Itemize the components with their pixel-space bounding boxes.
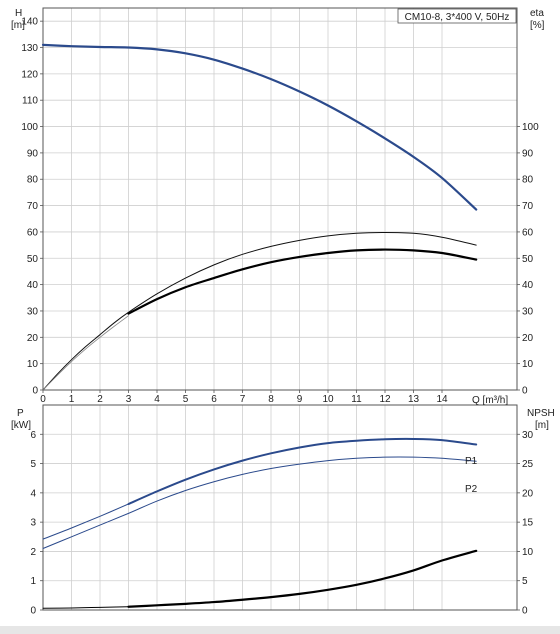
x-tick-label: 6	[211, 394, 217, 405]
upper-grid	[43, 8, 517, 390]
upper-tick-labels: 0 1 2 3 4 5 6 7 8 9 10 11 12 13 1401020304050607080901…	[21, 17, 539, 405]
y-right-label-upper: eta	[530, 8, 544, 19]
upper-y-left-tick-label: 40	[27, 280, 39, 291]
series-label-p2: P2	[465, 484, 478, 495]
upper-y-left-tick-label: 90	[27, 148, 39, 159]
lower-series-line-4	[127, 549, 478, 608]
upper-y-right-tick-label: 70	[522, 201, 534, 212]
title-box	[397, 8, 517, 24]
x-tick-label: 2	[97, 394, 103, 405]
upper-series-line-2	[42, 315, 129, 391]
x-tick-label: 14	[436, 394, 448, 405]
lower-series-line-1	[42, 503, 129, 540]
upper-series-line-0	[41, 43, 478, 211]
upper-y-left-tick-label: 20	[27, 333, 39, 344]
upper-y-left-tick-label: 70	[27, 201, 39, 212]
upper-y-left-tick-label: 140	[21, 17, 38, 28]
upper-y-right-tick-label: 100	[522, 122, 539, 133]
upper-y-left-tick-label: 0	[32, 386, 38, 397]
lower-y-right-tick-label: 0	[522, 606, 528, 617]
upper-y-right-tick-label: 20	[522, 333, 534, 344]
upper-y-left-tick-label: 120	[21, 69, 38, 80]
series-label-p1: P1	[465, 456, 478, 467]
lower-series-line-2	[42, 456, 477, 549]
lower-series	[42, 437, 478, 609]
upper-y-right-tick-label: 90	[522, 148, 534, 159]
upper-y-left-tick-label: 50	[27, 254, 39, 265]
x-tick-label: 1	[69, 394, 75, 405]
x-tick-label: 0	[40, 394, 46, 405]
lower-y-left-tick-label: 3	[30, 518, 36, 529]
y-right-unit-upper: [%]	[530, 20, 545, 31]
x-tick-label: 13	[408, 394, 420, 405]
upper-series-line-1	[42, 231, 477, 391]
y-left-unit-upper: [m]	[11, 20, 25, 31]
lower-y-left-tick-label: 2	[30, 547, 36, 558]
lower-tick-labels: 0 1 2 3 4 5 6 0 5 10 15 20 25 30	[30, 430, 533, 617]
lower-y-right-tick-label: 10	[522, 547, 534, 558]
x-tick-label: 7	[240, 394, 246, 405]
y-left-unit-lower: [kW]	[11, 420, 31, 431]
x-tick-label: 12	[379, 394, 391, 405]
upper-plot-frame	[42, 7, 518, 391]
upper-y-left-tick-label: 10	[27, 359, 39, 370]
lower-series-line-3	[42, 606, 129, 609]
upper-y-left-tick-label: 80	[27, 175, 39, 186]
lower-y-right-tick-label: 25	[522, 459, 534, 470]
lower-series-line-0	[127, 437, 478, 505]
lower-y-left-tick-label: 0	[30, 606, 36, 617]
lower-y-right-tick-label: 5	[522, 576, 528, 587]
lower-y-left-tick-label: 6	[30, 430, 36, 441]
upper-y-right-tick-label: 40	[522, 280, 534, 291]
upper-y-left-tick-label: 100	[21, 122, 38, 133]
upper-y-right-tick-label: 60	[522, 227, 534, 238]
upper-y-left-tick-label: 30	[27, 306, 39, 317]
lower-plot-frame	[42, 404, 518, 611]
lower-y-left-tick-label: 1	[30, 576, 36, 587]
x-tick-label: 5	[183, 394, 189, 405]
upper-y-left-tick-label: 110	[22, 96, 38, 107]
upper-y-right-tick-label: 80	[522, 175, 534, 186]
x-tick-label: 3	[126, 394, 132, 405]
upper-series	[41, 43, 478, 391]
lower-y-right-tick-label: 30	[522, 430, 534, 441]
upper-y-left-tick-label: 130	[21, 43, 38, 54]
lower-y-left-tick-label: 4	[30, 488, 36, 499]
chart-title: CM10-8, 3*400 V, 50Hz	[405, 12, 510, 23]
upper-series-line-3	[127, 248, 478, 315]
lower-grid	[43, 405, 517, 610]
bottom-strip	[0, 626, 560, 634]
lower-y-left-tick-label: 5	[30, 459, 36, 470]
lower-y-right-tick-label: 15	[522, 518, 534, 529]
x-tick-label: 11	[351, 394, 362, 405]
x-axis-label: Q [m³/h]	[472, 395, 508, 406]
upper-y-left-tick-label: 60	[27, 227, 39, 238]
upper-y-right-tick-label: 30	[522, 306, 534, 317]
x-tick-label: 9	[297, 394, 303, 405]
lower-y-right-tick-label: 20	[522, 488, 534, 499]
y-right-unit-lower: [m]	[535, 420, 549, 431]
y-right-label-lower: NPSH	[527, 408, 555, 419]
y-left-label-upper: H	[15, 8, 22, 19]
x-tick-label: 8	[268, 394, 274, 405]
x-tick-label: 4	[154, 394, 160, 405]
upper-y-right-tick-label: 10	[522, 359, 534, 370]
x-tick-label: 10	[322, 394, 334, 405]
y-left-label-lower: P	[17, 408, 24, 419]
upper-y-right-tick-label: 50	[522, 254, 534, 265]
upper-y-right-tick-label: 0	[522, 386, 528, 397]
